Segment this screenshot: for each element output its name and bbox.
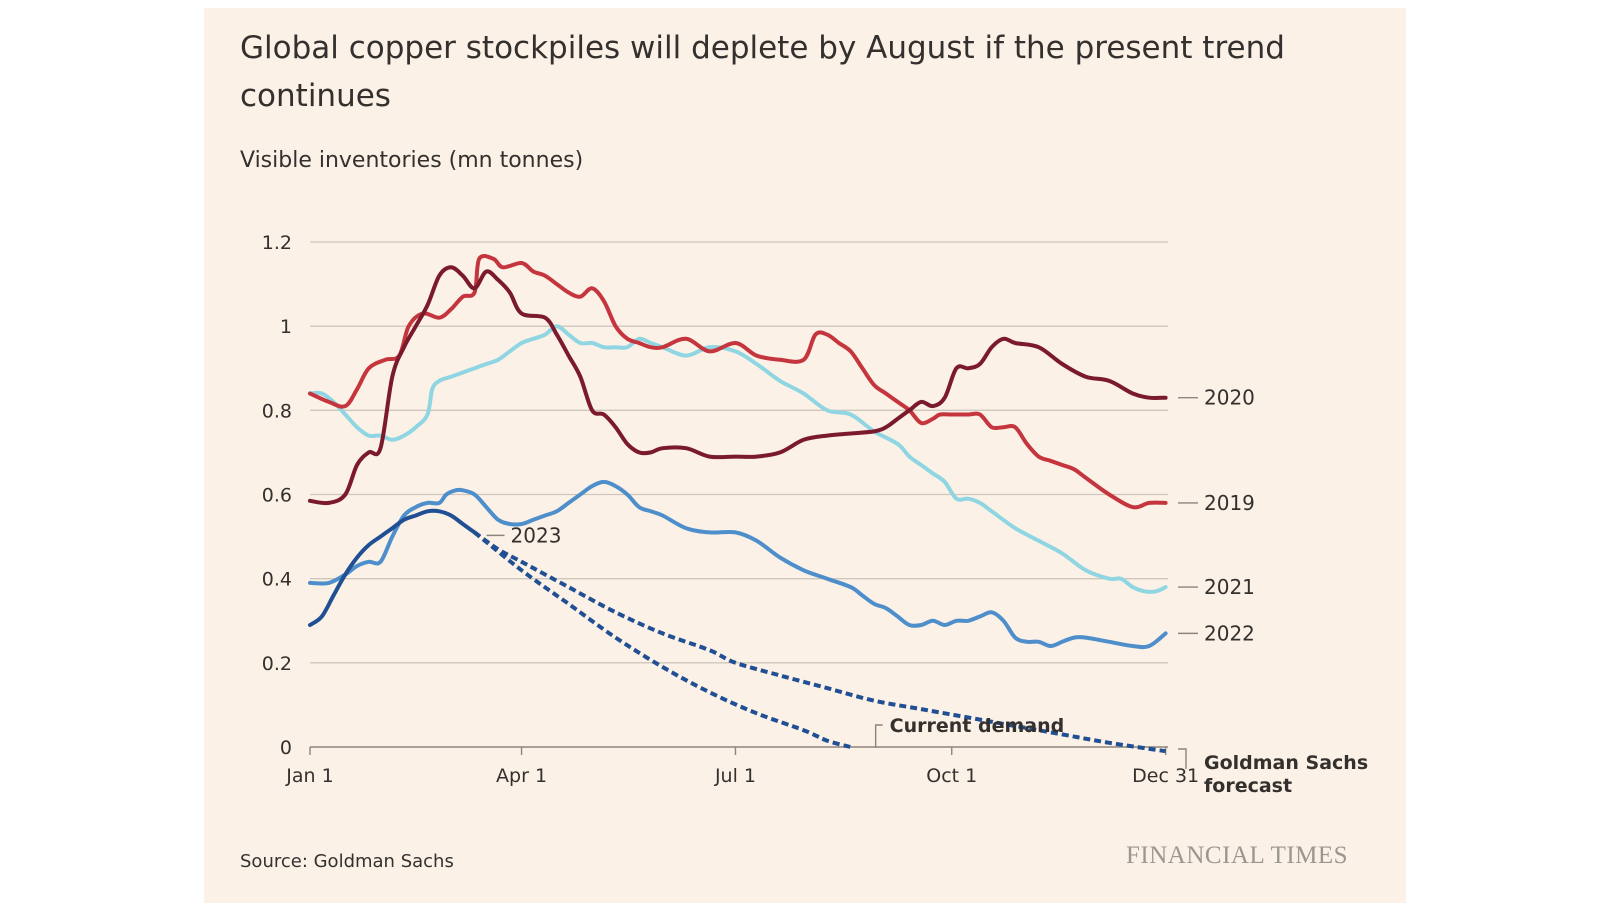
x-tick-label: Jan 1 <box>285 765 333 787</box>
chart-card: Global copper stockpiles will deplete by… <box>204 8 1406 903</box>
x-tick-label: Oct 1 <box>926 765 977 787</box>
series-label-goldman-sachs-forecast: forecast <box>1204 775 1292 797</box>
series-line-2021 <box>308 324 1168 594</box>
y-tick-label: 0.6 <box>262 485 292 507</box>
gridlines <box>310 241 1168 664</box>
label-bracket <box>1178 748 1187 769</box>
series-label-2020: 2020 <box>1204 386 1255 410</box>
label-bracket <box>874 724 883 748</box>
series-label-2021: 2021 <box>1204 575 1255 599</box>
y-tick-label: 0.2 <box>262 653 292 675</box>
series-line-current-demand <box>473 530 852 749</box>
y-axis-ticks: 0 0.2 0.4 0.6 0.8 1 1.2 <box>262 232 292 759</box>
chart-subtitle: Visible inventories (mn tonnes) <box>240 148 584 173</box>
x-tick-label: Apr 1 <box>496 765 547 787</box>
series-line-2023 <box>308 508 477 627</box>
series-label-current-demand: Current demand <box>890 715 1065 737</box>
chart-title: Global copper stockpiles will deplete by… <box>240 30 1285 114</box>
brand-logo: FINANCIAL TIMES <box>1126 842 1349 869</box>
series-labels: 2020 2019 2021 2022 2023 Current demand Goldma… <box>486 386 1368 797</box>
series-lines <box>308 253 1168 754</box>
series-line-2020 <box>308 265 1168 506</box>
series-line-2019 <box>308 253 1168 510</box>
y-tick-label: 1.2 <box>262 232 292 254</box>
x-tick-label: Dec 31 <box>1132 765 1199 787</box>
series-label-2019: 2019 <box>1204 491 1255 515</box>
x-tick-label: Jul 1 <box>714 765 756 787</box>
x-axis: Jan 1 Apr 1 Jul 1 Oct 1 Dec 31 <box>285 746 1199 787</box>
series-label-2022: 2022 <box>1204 621 1255 645</box>
series-label-2023: 2023 <box>511 523 562 547</box>
series-line-goldman-sachs-forecast <box>473 530 1166 754</box>
source-note: Source: Goldman Sachs <box>240 851 454 872</box>
y-tick-label: 0 <box>280 737 292 759</box>
y-tick-label: 1 <box>280 316 292 338</box>
series-label-goldman-sachs-forecast: Goldman Sachs <box>1204 752 1368 774</box>
y-tick-label: 0.8 <box>262 400 292 422</box>
y-tick-label: 0.4 <box>262 569 292 591</box>
series-line-2022 <box>308 479 1168 650</box>
